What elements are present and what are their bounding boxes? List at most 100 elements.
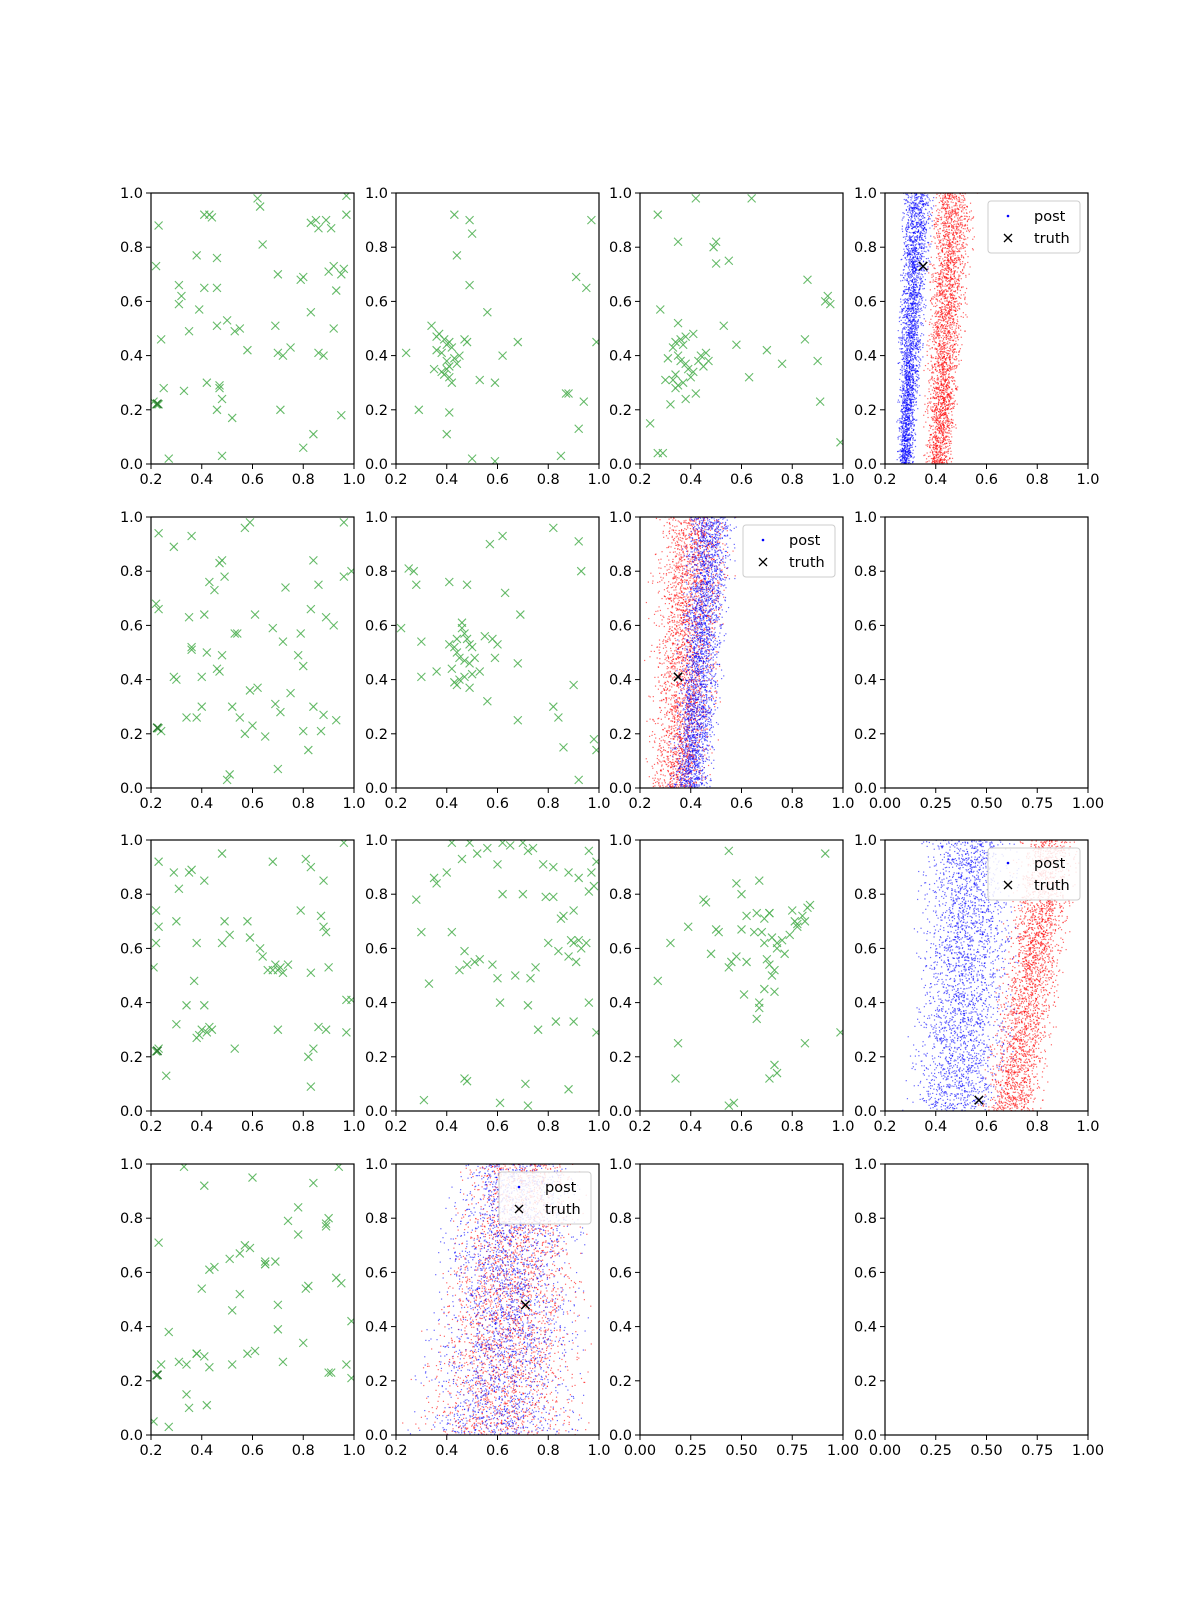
posterior-point [962, 207, 964, 209]
posterior-point [939, 301, 941, 303]
posterior-point [934, 426, 937, 428]
posterior-point [927, 249, 929, 251]
posterior-point [906, 342, 908, 344]
posterior-point [914, 294, 916, 296]
posterior-point [922, 296, 924, 298]
posterior-point [904, 421, 906, 424]
posterior-point [907, 357, 909, 359]
posterior-point [943, 260, 946, 262]
posterior-point [948, 233, 950, 235]
posterior-point [902, 411, 904, 413]
posterior-point [957, 223, 959, 226]
posterior-point [902, 328, 904, 330]
posterior-point [945, 269, 948, 271]
posterior-point [900, 259, 902, 261]
posterior-point [943, 229, 945, 231]
posterior-point [905, 395, 907, 397]
posterior-point [917, 315, 920, 317]
posterior-point [914, 380, 916, 383]
posterior-point [948, 338, 950, 340]
subplot-r0-c0: 0.2 0.4 0.6 0.8 1.00.00.20.40.60.81.0 [120, 186, 366, 488]
posterior-point [936, 381, 939, 383]
posterior-point [917, 275, 919, 277]
posterior-point [910, 215, 913, 217]
posterior-point [903, 429, 905, 431]
posterior-point [901, 441, 903, 443]
posterior-point [907, 353, 909, 356]
posterior-point [903, 452, 906, 454]
posterior-point [937, 311, 940, 313]
posterior-point [954, 243, 957, 245]
posterior-point [957, 200, 959, 203]
posterior-point [901, 330, 903, 332]
posterior-point [950, 276, 952, 278]
posterior-point [907, 228, 909, 230]
posterior-point [908, 348, 911, 351]
posterior-point [930, 235, 932, 237]
posterior-point [946, 284, 949, 286]
posterior-point [907, 428, 909, 430]
posterior-point [908, 269, 911, 271]
posterior-point [904, 311, 906, 313]
posterior-point [906, 450, 908, 453]
posterior-point [915, 325, 917, 327]
posterior-point [913, 368, 915, 370]
posterior-point [954, 301, 956, 303]
posterior-point [966, 224, 968, 226]
sample-point [686, 372, 696, 382]
posterior-point [916, 277, 918, 279]
posterior-point [957, 285, 959, 287]
posterior-point [945, 297, 947, 299]
posterior-point [908, 263, 911, 265]
posterior-point [899, 456, 901, 458]
posterior-point [936, 218, 938, 220]
posterior-point [949, 397, 951, 399]
posterior-point [946, 298, 948, 300]
posterior-point [940, 372, 942, 374]
posterior-point [931, 357, 933, 359]
posterior-point [914, 445, 917, 448]
posterior-point [962, 260, 964, 263]
posterior-point [959, 204, 961, 206]
posterior-point [899, 378, 901, 380]
posterior-point [951, 357, 953, 359]
posterior-point [949, 366, 951, 368]
posterior-point [949, 217, 951, 219]
posterior-point [900, 421, 902, 423]
posterior-point [951, 210, 953, 213]
posterior-point [908, 224, 910, 226]
posterior-point [948, 241, 950, 244]
posterior-point [912, 319, 914, 321]
posterior-point [925, 320, 927, 322]
posterior-point [937, 439, 939, 441]
sample-point [663, 353, 673, 363]
posterior-point [949, 367, 951, 370]
posterior-point [949, 279, 951, 281]
posterior-point [953, 379, 955, 382]
posterior-point [946, 267, 948, 269]
posterior-point [938, 456, 940, 458]
posterior-point [910, 223, 912, 225]
posterior-point [945, 391, 947, 393]
posterior-point [952, 213, 954, 215]
posterior-point [951, 421, 954, 424]
posterior-point [912, 256, 915, 259]
posterior-point [905, 349, 907, 352]
posterior-point [944, 226, 946, 228]
posterior-point [943, 235, 946, 238]
posterior-point [915, 299, 917, 301]
posterior-point [910, 219, 912, 221]
sample-point [199, 210, 209, 220]
posterior-point [951, 426, 953, 429]
posterior-point [907, 355, 909, 357]
posterior-point [945, 385, 947, 388]
posterior-point [946, 420, 948, 422]
posterior-point [937, 395, 939, 397]
x-tick-label: 0.6 [730, 472, 753, 488]
posterior-point [904, 279, 906, 281]
posterior-point [950, 229, 953, 231]
posterior-point [908, 458, 910, 460]
posterior-point [937, 404, 939, 406]
posterior-point [911, 209, 914, 212]
posterior-point [947, 200, 949, 203]
